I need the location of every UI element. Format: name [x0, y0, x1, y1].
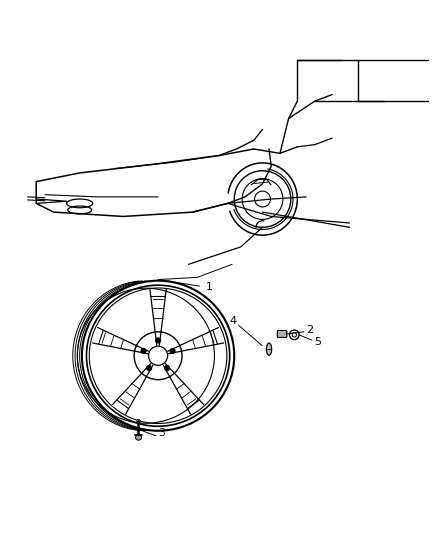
Circle shape — [141, 349, 146, 353]
Ellipse shape — [135, 435, 141, 440]
Circle shape — [155, 338, 160, 343]
Circle shape — [147, 366, 152, 370]
Text: 4: 4 — [229, 316, 237, 326]
Circle shape — [165, 366, 170, 370]
Text: 5: 5 — [314, 337, 321, 347]
Circle shape — [170, 349, 175, 353]
Text: 2: 2 — [306, 326, 313, 335]
FancyBboxPatch shape — [277, 330, 287, 337]
Ellipse shape — [266, 343, 272, 356]
Circle shape — [137, 419, 140, 423]
Text: 3: 3 — [158, 428, 165, 438]
Text: 1: 1 — [206, 282, 213, 293]
